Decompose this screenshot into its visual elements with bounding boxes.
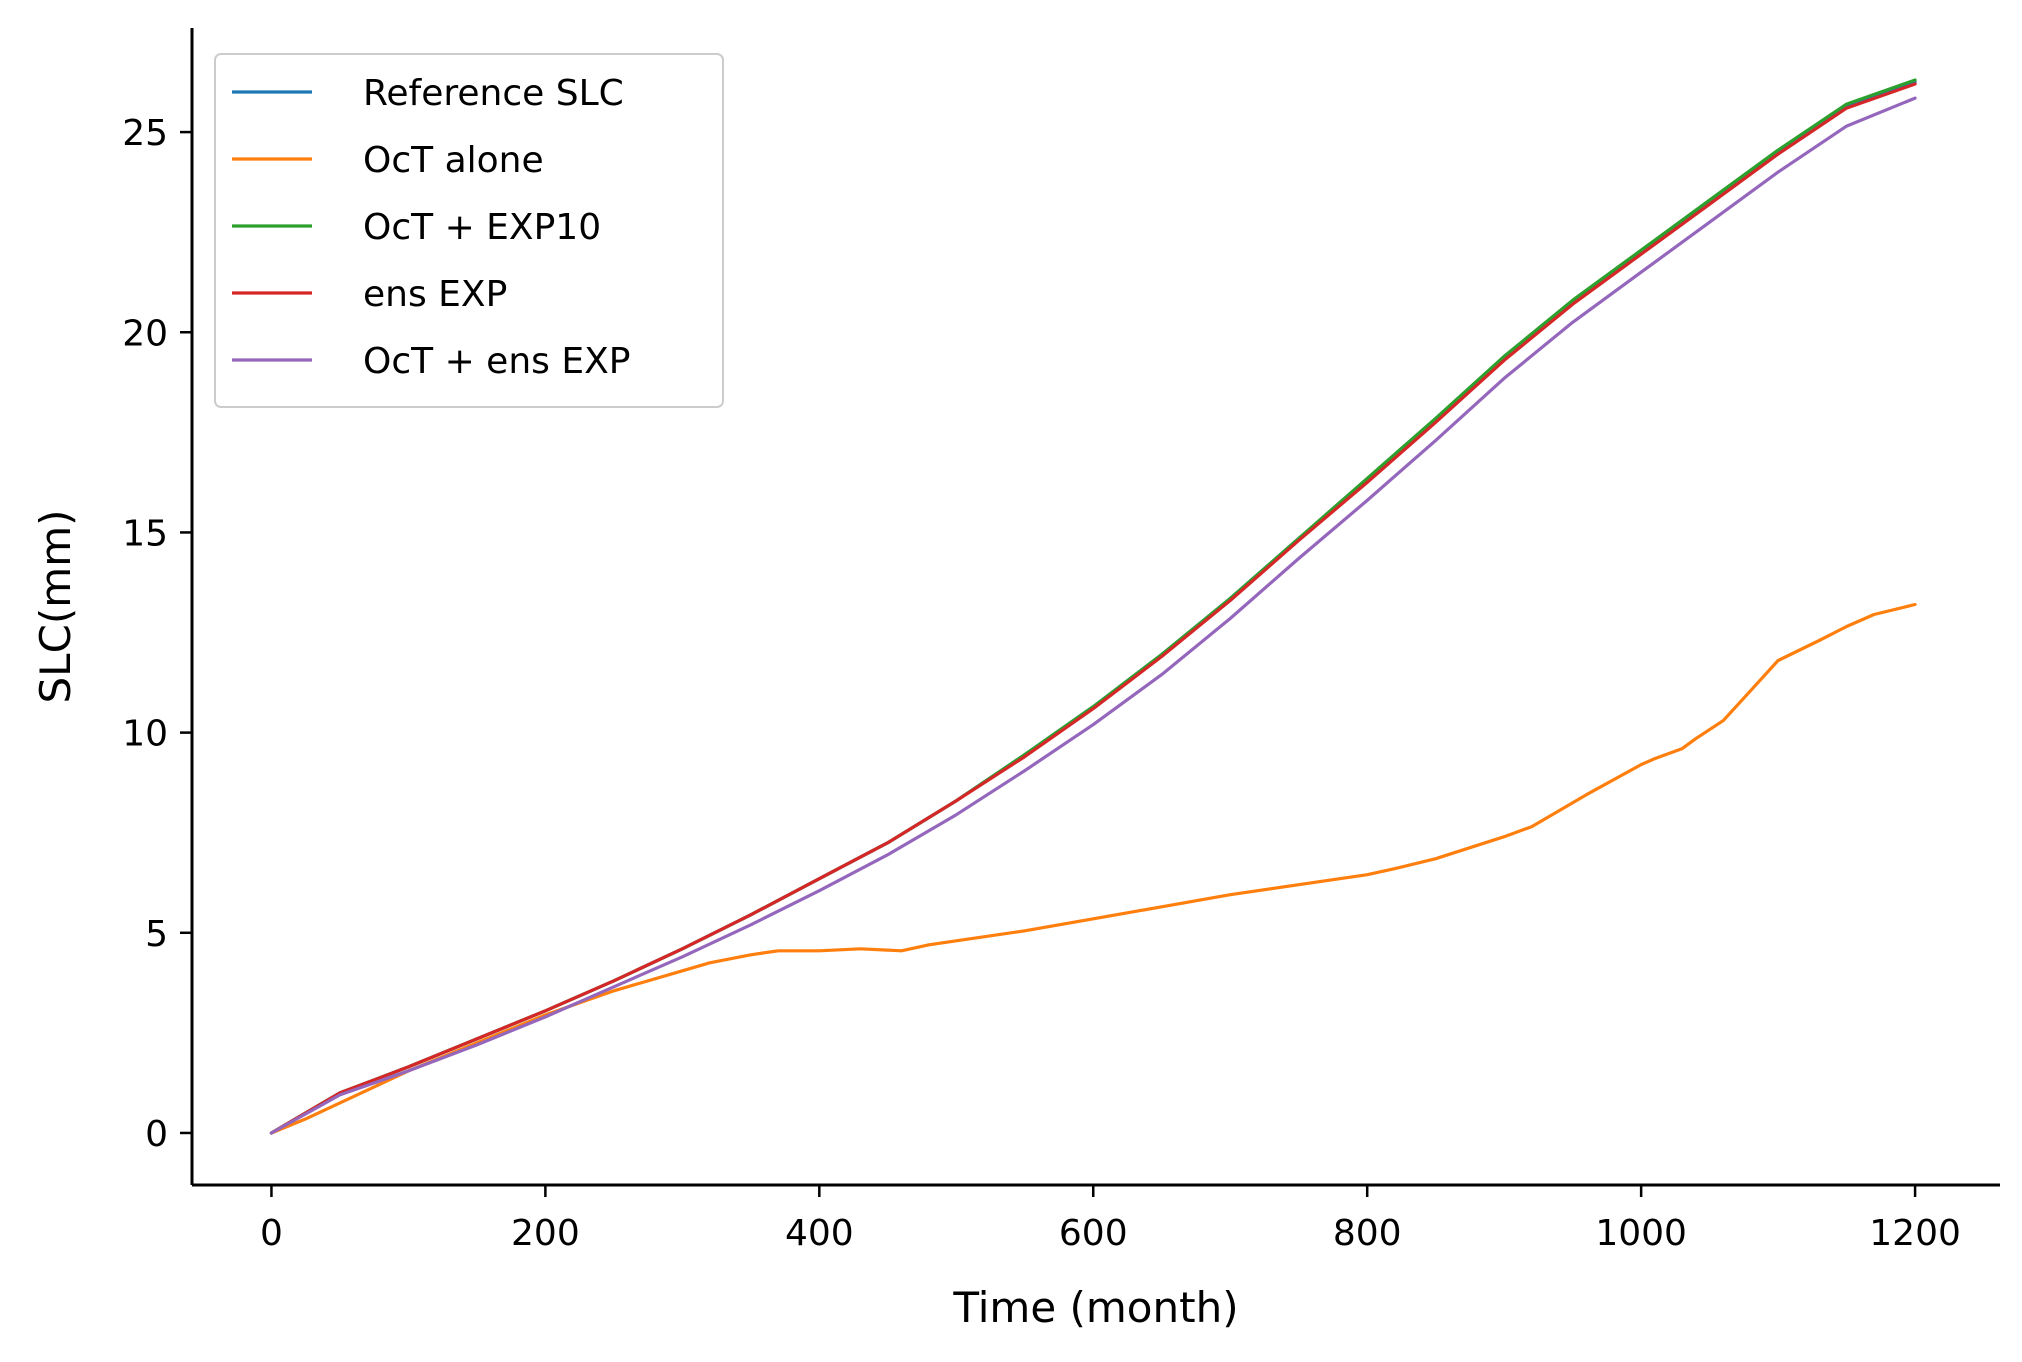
legend-label: ens EXP [363, 274, 507, 315]
x-tick-label: 1000 [1595, 1213, 1687, 1254]
ticks: 0 200 400 600 800 1000 1200 0 5 10 15 20 25 [122, 113, 1961, 1254]
legend-items: Reference SLC OcT alone OcT + EXP10 ens EXP… [232, 73, 630, 382]
x-tick-label: 0 [260, 1213, 283, 1254]
y-tick-label: 0 [145, 1114, 168, 1155]
legend: Reference SLC OcT alone OcT + EXP10 ens EXP… [214, 53, 724, 408]
y-tick-label: 15 [122, 513, 168, 554]
x-tick-label: 1200 [1869, 1213, 1961, 1254]
y-tick-label: 25 [122, 113, 168, 154]
legend-box [214, 53, 724, 408]
x-tick-label: 800 [1333, 1213, 1402, 1254]
y-tick-label: 20 [122, 313, 168, 354]
series-line-ens-exp [269, 82, 1917, 1135]
legend-label: OcT + ens EXP [363, 341, 630, 382]
series-line-oct-ens-exp [269, 96, 1917, 1135]
x-axis-title: Time (month) [952, 1283, 1238, 1332]
series-layer [269, 78, 1917, 1135]
legend-label: Reference SLC [363, 73, 624, 114]
series-line-oct-alone [269, 602, 1917, 1135]
legend-label: OcT + EXP10 [363, 207, 601, 248]
x-tick-label: 400 [785, 1213, 854, 1254]
y-tick-label: 5 [145, 914, 168, 955]
x-tick-label: 200 [511, 1213, 580, 1254]
y-axis-title: SLC(mm) [31, 510, 80, 704]
y-tick-label: 10 [122, 714, 168, 755]
legend-label: OcT alone [363, 140, 544, 181]
axes [190, 28, 2000, 1187]
x-tick-label: 600 [1059, 1213, 1128, 1254]
